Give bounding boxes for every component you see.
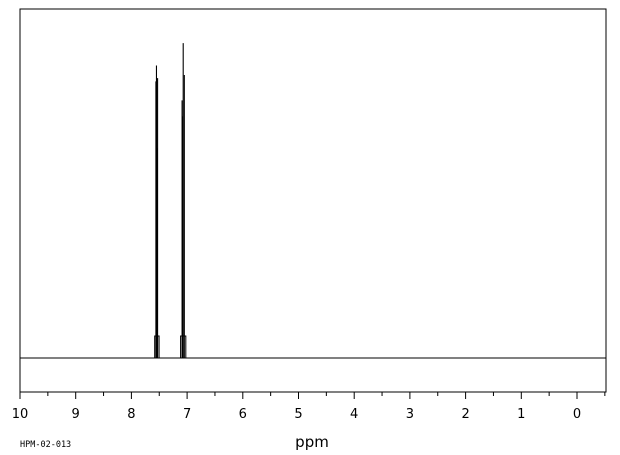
tick-label-8: 8 xyxy=(127,407,135,422)
tick-label-1: 1 xyxy=(517,407,525,422)
tick-label-10: 10 xyxy=(12,407,29,422)
tick-label-9: 9 xyxy=(72,407,80,422)
tick-label-0: 0 xyxy=(573,407,581,422)
tick-label-4: 4 xyxy=(350,407,358,422)
tick-label-6: 6 xyxy=(239,407,247,422)
multiplet-base-1 xyxy=(154,335,160,359)
sample-id-label: HPM-02-013 xyxy=(20,440,71,450)
x-axis-title: ppm xyxy=(295,433,329,451)
x-axis-ticks xyxy=(19,392,606,399)
tick-label-5: 5 xyxy=(294,407,302,422)
tick-label-2: 2 xyxy=(461,407,469,422)
plot-frame xyxy=(19,8,607,393)
tick-label-3: 3 xyxy=(406,407,414,422)
multiplet-base-2 xyxy=(180,335,187,359)
peak-layer xyxy=(154,43,187,359)
tick-label-7: 7 xyxy=(183,407,191,422)
x-axis-tick-labels: 10 9 8 7 6 5 4 3 2 1 0 xyxy=(12,407,581,422)
